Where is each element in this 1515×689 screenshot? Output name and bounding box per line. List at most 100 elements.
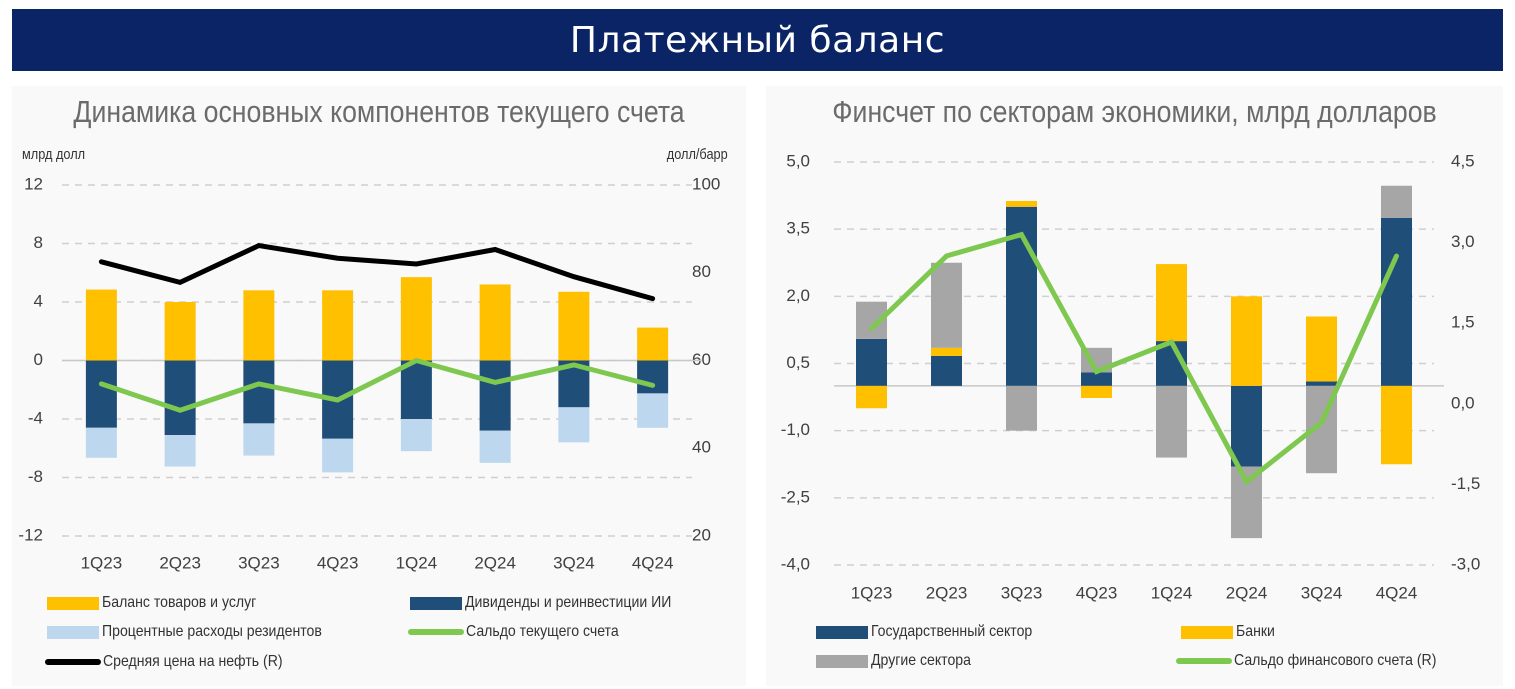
bar-segment xyxy=(479,430,511,463)
bar-segment xyxy=(243,423,275,456)
x-tick-label: 4Q23 xyxy=(317,553,359,572)
financial-account-panel: Финсчет по секторам экономики, млрд долл… xyxy=(766,86,1503,686)
y2-tick-label: 4,5 xyxy=(1451,151,1475,170)
x-tick-label: 2Q23 xyxy=(926,583,968,602)
legend-item-current-account-balance: Сальдо текущего счета xyxy=(408,623,640,641)
legend-item-oil-price: Средняя цена на нефть (R) xyxy=(45,653,307,671)
y-tick-label: 0,5 xyxy=(786,353,810,372)
legend-line xyxy=(408,629,464,635)
legend-label: Баланс товаров и услуг xyxy=(102,594,257,611)
y2-tick-label: 0,0 xyxy=(1451,393,1475,412)
bar-segment xyxy=(1156,385,1187,458)
bar-segment xyxy=(322,290,354,361)
bar-segment xyxy=(479,360,511,431)
legend-swatch xyxy=(1181,625,1233,639)
bar-segment xyxy=(931,262,962,348)
bar-segment xyxy=(856,338,887,386)
y2-tick-label: 1,5 xyxy=(1451,313,1475,332)
legend-item-financial-account-balance: Сальдо финансового счета (R) xyxy=(1176,652,1464,670)
bar-segment xyxy=(637,393,669,428)
bar-segment xyxy=(931,355,962,386)
y2-tick-label: 80 xyxy=(692,262,711,281)
y2-tick-label: 3,0 xyxy=(1451,232,1475,251)
y2-tick-label: -3,0 xyxy=(1451,554,1480,573)
series-line xyxy=(98,242,656,302)
series-line xyxy=(869,231,1399,486)
y-tick-label: -1,0 xyxy=(781,420,810,439)
legend-swatch xyxy=(47,596,99,610)
bar-segment xyxy=(1156,264,1187,342)
legend-swatch xyxy=(816,654,868,668)
bar-segment xyxy=(243,290,275,361)
y-tick-label: 3,5 xyxy=(786,219,810,238)
legend-line xyxy=(45,659,101,665)
legend-item-banks: Банки xyxy=(1181,623,1280,641)
bar-segment xyxy=(322,438,354,473)
legend-label: Банки xyxy=(1236,623,1275,640)
legend-label: Процентные расходы резидентов xyxy=(102,623,322,640)
y-tick-label: 2,0 xyxy=(786,286,810,305)
x-tick-label: 3Q24 xyxy=(553,553,595,572)
bar-segment xyxy=(637,360,669,394)
series-line xyxy=(98,357,656,413)
legend-swatch xyxy=(816,625,868,639)
bar-segment xyxy=(164,360,196,436)
bar-segment xyxy=(1381,217,1412,386)
legend-label: Другие сектора xyxy=(871,652,971,669)
y-tick-label: 8 xyxy=(34,233,43,252)
x-tick-label: 1Q24 xyxy=(1151,583,1193,602)
legend-label: Дивиденды и реинвестиции ИИ xyxy=(465,594,672,611)
bar-segment xyxy=(479,284,511,361)
legend-item-other-sectors: Другие сектора xyxy=(816,652,985,670)
y2-tick-label: 40 xyxy=(692,438,711,457)
legend-swatch xyxy=(410,596,462,610)
legend-item-government-sector: Государственный сектор xyxy=(816,623,1054,641)
current-account-panel: Динамика основных компонентов текущего с… xyxy=(12,86,746,686)
x-tick-label: 4Q24 xyxy=(632,553,674,572)
bar-segment xyxy=(1381,185,1412,218)
y-tick-label: -4 xyxy=(28,408,43,427)
legend-label: Сальдо текущего счета xyxy=(466,623,619,640)
y-tick-label: 0 xyxy=(34,350,43,369)
legend-swatch xyxy=(47,625,99,639)
bar-segment xyxy=(400,419,432,452)
bar-segment xyxy=(1306,381,1337,386)
x-tick-label: 1Q24 xyxy=(396,553,438,572)
bar-segment xyxy=(558,291,590,361)
y-tick-label: 12 xyxy=(24,174,43,193)
bar-segment xyxy=(637,327,669,361)
x-tick-label: 1Q23 xyxy=(851,583,893,602)
bar-segment xyxy=(85,360,117,428)
bar-segment xyxy=(85,427,117,458)
chart-title: Динамика основных компонентов текущего с… xyxy=(73,94,685,129)
x-tick-label: 3Q23 xyxy=(238,553,280,572)
x-tick-label: 2Q23 xyxy=(159,553,201,572)
page-banner: Платежный баланс xyxy=(12,9,1503,71)
chart-title: Финсчет по секторам экономики, млрд долл… xyxy=(832,94,1437,129)
bar-segment xyxy=(400,277,432,361)
bar-segment xyxy=(1306,316,1337,382)
y-tick-label: -12 xyxy=(18,525,43,544)
y-tick-label: 5,0 xyxy=(786,151,810,170)
legend-label: Сальдо финансового счета (R) xyxy=(1234,652,1437,669)
x-tick-label: 4Q23 xyxy=(1076,583,1118,602)
chart-legend: Государственный сектор Банки Другие сект… xyxy=(766,86,1503,686)
legend-item-dividends: Дивиденды и реинвестиции ИИ xyxy=(410,594,699,612)
bar-segment xyxy=(931,347,962,356)
x-tick-label: 2Q24 xyxy=(1226,583,1268,602)
bar-segment xyxy=(1081,372,1112,386)
bar-segment xyxy=(164,302,196,361)
bar-segment xyxy=(1081,385,1112,398)
bar-segment xyxy=(1231,385,1262,467)
bar-segment xyxy=(85,289,117,361)
legend-label: Государственный сектор xyxy=(871,623,1033,640)
bar-segment xyxy=(1006,200,1037,207)
x-tick-label: 3Q24 xyxy=(1301,583,1343,602)
x-tick-label: 4Q24 xyxy=(1376,583,1418,602)
bar-segment xyxy=(1231,296,1262,386)
legend-line xyxy=(1176,658,1232,664)
bar-segment xyxy=(164,435,196,467)
bar-segment xyxy=(243,360,275,424)
y2-tick-label: 60 xyxy=(692,350,711,369)
